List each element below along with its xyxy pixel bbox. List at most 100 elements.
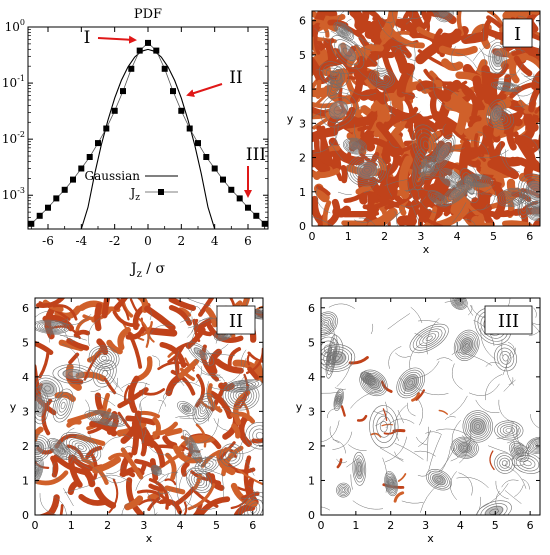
field-fill-structure xyxy=(367,113,378,130)
field-fill-structure xyxy=(450,91,475,114)
field-x-tick-label: 1 xyxy=(68,519,75,532)
field-fill-structure xyxy=(176,434,213,454)
field-y-tick-label: 5 xyxy=(22,336,29,349)
contour-ring xyxy=(334,23,353,40)
contour-ring xyxy=(525,180,540,201)
contour-filament xyxy=(322,36,329,44)
contour-ring xyxy=(429,191,447,206)
contour-ring xyxy=(495,82,518,91)
contour-ring xyxy=(369,405,399,449)
contour-ring xyxy=(440,11,447,15)
contour-ring xyxy=(433,11,454,23)
vortex-core xyxy=(490,105,502,122)
contour-ring xyxy=(450,298,468,310)
pdf-title: PDF xyxy=(134,7,162,22)
contour-ring xyxy=(36,321,66,333)
field-fill-structure xyxy=(312,22,322,39)
field-y-tick-label: 1 xyxy=(299,186,306,199)
contour-ring xyxy=(245,422,263,450)
field-frame xyxy=(34,297,264,516)
contour-ring xyxy=(364,374,383,392)
contour-filament xyxy=(388,346,402,369)
contour-ring xyxy=(359,369,388,397)
contour-ring xyxy=(443,180,472,205)
contour-filament xyxy=(149,446,171,456)
field-fill-structure xyxy=(328,137,365,166)
contour-filament xyxy=(316,186,331,214)
contour-ring xyxy=(496,455,513,472)
field-x-axis-label: x xyxy=(146,532,153,545)
jz-point xyxy=(70,176,76,183)
field-fill-structure xyxy=(144,305,176,331)
contour-filament xyxy=(451,343,468,356)
contour-ring xyxy=(454,298,464,307)
contour-filament xyxy=(391,11,402,36)
contour-ring xyxy=(68,438,93,457)
field-fill-structure xyxy=(312,149,331,173)
vortex-core xyxy=(348,141,362,151)
contour-ring xyxy=(518,173,540,208)
contour-ring xyxy=(492,48,504,68)
field-fill-structure xyxy=(446,120,469,143)
jz-point xyxy=(28,220,35,227)
contour-filament xyxy=(367,173,378,184)
contour-ring xyxy=(499,424,518,437)
vortex-core xyxy=(35,440,45,456)
contour-filament xyxy=(425,431,443,435)
contour-filament xyxy=(405,11,414,25)
contour-ring xyxy=(55,445,64,453)
field-x-tick-label: 0 xyxy=(318,519,325,532)
contour-filament xyxy=(504,457,515,467)
contour-filament xyxy=(61,448,68,461)
contour-filament xyxy=(401,500,424,504)
contour-filament xyxy=(533,307,537,318)
contour-filament xyxy=(334,109,347,144)
contour-filament xyxy=(479,47,486,65)
contour-filament xyxy=(414,450,436,457)
contour-ring xyxy=(384,471,398,497)
contour-filament xyxy=(375,54,379,88)
contour-ring xyxy=(379,76,385,81)
contour-filament xyxy=(455,52,478,69)
contour-filament xyxy=(482,23,485,41)
contour-ring xyxy=(333,21,355,41)
contour-ring xyxy=(87,411,125,426)
contour-ring xyxy=(49,439,70,459)
contour-ring xyxy=(336,395,341,404)
jz-point xyxy=(111,107,118,114)
contour-ring xyxy=(35,468,37,473)
contour-ring xyxy=(422,140,429,150)
field-fill-structure xyxy=(464,125,491,161)
field-fill-structure xyxy=(523,112,539,132)
contour-ring xyxy=(37,401,42,410)
vortex-contours xyxy=(60,432,102,463)
vortex-contours xyxy=(35,434,51,462)
contour-filament xyxy=(70,448,77,464)
contour-ring xyxy=(388,478,394,489)
jz-point xyxy=(245,204,251,211)
contour-ring xyxy=(456,333,477,358)
field-fill-structure xyxy=(94,486,117,509)
pdf-x-axis-label: Jz / σ xyxy=(129,261,166,280)
field-panel-II: II 0 1 2 3 4 5 6 0 1 2 3 4 5 6 x y xyxy=(10,297,264,545)
contour-filament xyxy=(103,476,127,484)
contour-ring xyxy=(457,300,461,304)
contour-ring xyxy=(329,101,348,119)
contour-ring xyxy=(192,393,215,425)
field-fill-structure xyxy=(460,152,470,188)
field-fill-structure xyxy=(438,409,448,415)
contour-ring xyxy=(181,404,192,413)
contour-ring xyxy=(334,390,344,410)
contour-filament xyxy=(240,349,247,367)
contour-ring xyxy=(35,374,63,403)
contour-filament xyxy=(488,445,508,453)
contour-filament xyxy=(149,310,152,321)
vortex-contours xyxy=(463,173,494,188)
contour-filament xyxy=(314,27,329,33)
field-fill-structure xyxy=(433,28,443,55)
contour-ring xyxy=(349,155,385,185)
contour-filament xyxy=(341,91,349,101)
contour-filament xyxy=(506,199,512,207)
contour-filament xyxy=(450,428,472,462)
contour-filament xyxy=(182,453,212,460)
